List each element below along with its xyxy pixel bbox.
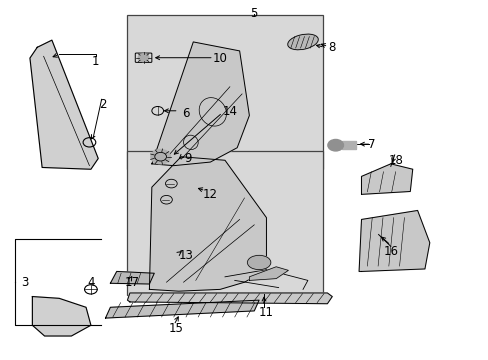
Text: 7: 7 xyxy=(367,138,374,150)
Polygon shape xyxy=(358,211,429,271)
Ellipse shape xyxy=(247,255,270,270)
Circle shape xyxy=(327,139,343,151)
Polygon shape xyxy=(249,267,288,280)
Bar xyxy=(341,141,355,149)
Polygon shape xyxy=(32,297,91,336)
Text: 13: 13 xyxy=(178,249,193,262)
Text: 2: 2 xyxy=(99,98,106,111)
Circle shape xyxy=(138,54,149,62)
Circle shape xyxy=(151,149,170,164)
Text: 6: 6 xyxy=(182,107,189,120)
Text: 8: 8 xyxy=(328,41,335,54)
Text: 9: 9 xyxy=(184,152,192,165)
Text: 10: 10 xyxy=(212,51,227,64)
Bar xyxy=(127,151,322,295)
Polygon shape xyxy=(127,293,331,304)
Bar xyxy=(127,15,322,169)
Ellipse shape xyxy=(287,34,318,50)
Text: 11: 11 xyxy=(259,306,273,319)
Text: 5: 5 xyxy=(250,7,257,20)
Polygon shape xyxy=(152,42,249,166)
Text: 3: 3 xyxy=(21,276,29,289)
Polygon shape xyxy=(110,271,154,284)
Text: 12: 12 xyxy=(203,188,218,201)
Text: 15: 15 xyxy=(168,322,183,335)
Polygon shape xyxy=(361,164,412,194)
Text: 18: 18 xyxy=(387,154,402,167)
Text: 4: 4 xyxy=(87,276,95,289)
Polygon shape xyxy=(149,157,266,291)
Text: 14: 14 xyxy=(222,105,237,118)
Polygon shape xyxy=(105,300,259,318)
Polygon shape xyxy=(30,40,98,169)
Text: 17: 17 xyxy=(124,276,140,289)
Text: 16: 16 xyxy=(383,245,397,258)
Text: 1: 1 xyxy=(92,55,100,68)
